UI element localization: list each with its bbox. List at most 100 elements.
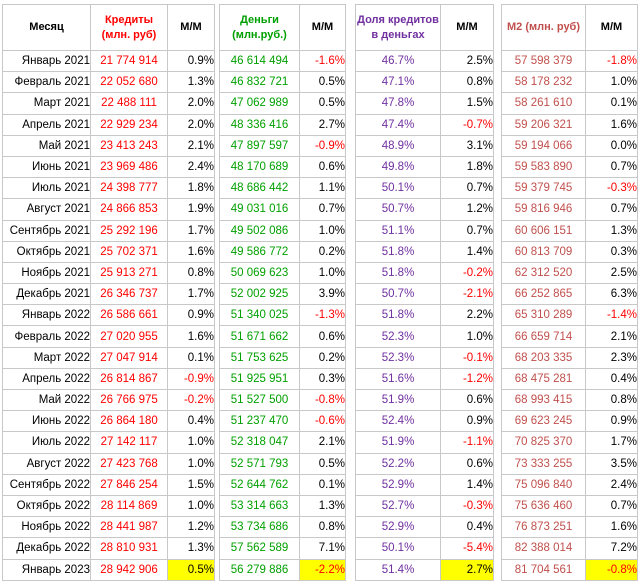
table-row: 51.1% 0.7%: [355, 219, 494, 242]
credits-mm-value: -0.2%: [167, 388, 215, 412]
table-row: 47 062 989 0.5%: [219, 92, 346, 115]
share-value: 47.8%: [355, 92, 441, 115]
m2-mm-value: -0.3%: [585, 177, 638, 200]
credits-mm-value: 0.9%: [167, 49, 215, 73]
table-row: 51 925 951 0.3%: [219, 367, 346, 391]
table-row: 69 623 245 0.9%: [501, 410, 638, 433]
credits-value: 27 020 955: [90, 325, 168, 348]
money-mm-value: 0.8%: [299, 516, 346, 539]
share-mm-value: 0.6%: [440, 452, 494, 475]
credits-mm-value: 1.7%: [167, 219, 215, 242]
table-row: Сентябрь 2022 27 846 254 1.5%: [2, 473, 215, 496]
money-value: 53 734 686: [219, 516, 300, 539]
share-mm-value: 1.8%: [440, 155, 494, 179]
credits-mm-value: 0.8%: [167, 261, 215, 285]
m2-mm-value: 1.7%: [585, 431, 638, 454]
money-value: 49 586 772: [219, 240, 300, 263]
credits-value: 26 346 737: [90, 283, 168, 306]
money-mm-value: 0.7%: [299, 198, 346, 221]
money-mm-value: 2.1%: [299, 431, 346, 454]
money-value: 51 925 951: [219, 367, 300, 391]
share-mm-value: 1.4%: [440, 240, 494, 263]
money-value: 56 279 886: [219, 558, 300, 581]
table-row: Февраль 2021 22 052 680 1.3%: [2, 71, 215, 94]
share-table: Доля кредитов в деньгах М/М 46.7% 2.5% 47.…: [355, 4, 494, 581]
share-mm-value: 0.4%: [440, 516, 494, 539]
table-row: 51 753 625 0.2%: [219, 346, 346, 369]
table-row: 53 314 663 1.3%: [219, 494, 346, 518]
table-row: 52.9% 1.4%: [355, 473, 494, 496]
month-cell: Март 2021: [2, 92, 91, 115]
share-value: 51.9%: [355, 388, 441, 412]
share-value: 52.9%: [355, 516, 441, 539]
month-cell: Июль 2022: [2, 431, 91, 454]
m2-mm-value: 0.0%: [585, 134, 638, 157]
table-row: 51 671 662 0.6%: [219, 325, 346, 348]
money-value: 48 686 442: [219, 177, 300, 200]
share-mm-value: 1.0%: [440, 325, 494, 348]
table-row: Январь 2023 28 942 906 0.5%: [2, 558, 215, 581]
money-mm-value: 1.1%: [299, 177, 346, 200]
share-value: 51.9%: [355, 431, 441, 454]
month-header: Месяц: [2, 4, 91, 51]
money-value: 47 062 989: [219, 92, 300, 115]
m2-mm-value: 3.5%: [585, 452, 638, 475]
m2-mm-value: 2.4%: [585, 473, 638, 496]
month-cell: Декабрь 2021: [2, 283, 91, 306]
credits-mm-value: 1.3%: [167, 71, 215, 94]
table-row: 52 571 793 0.5%: [219, 452, 346, 475]
money-mm-value: 0.6%: [299, 155, 346, 179]
month-cell: Октябрь 2021: [2, 240, 91, 263]
table-row: 49 586 772 0.2%: [219, 240, 346, 263]
month-cell: Июнь 2022: [2, 410, 91, 433]
table-row: 48 170 689 0.6%: [219, 155, 346, 179]
m2-value: 66 252 865: [501, 283, 586, 306]
share-value: 52.7%: [355, 494, 441, 518]
credits-mm-header: М/М: [167, 4, 215, 51]
money-mm-value: -1.3%: [299, 304, 346, 327]
credits-value: 23 413 243: [90, 134, 168, 157]
share-mm-value: 0.7%: [440, 219, 494, 242]
table-row: 68 993 415 0.8%: [501, 388, 638, 412]
share-mm-value: -0.3%: [440, 494, 494, 518]
table-row: Январь 2022 26 586 661 0.9%: [2, 304, 215, 327]
m2-mm-header: М/М: [585, 4, 638, 51]
share-value: 50.1%: [355, 537, 441, 560]
credits-value: 21 774 914: [90, 49, 168, 73]
share-mm-header: М/М: [440, 4, 494, 51]
table-row: 52.3% 1.0%: [355, 325, 494, 348]
table-row: 51.8% 1.4%: [355, 240, 494, 263]
table-row: 52.2% 0.6%: [355, 452, 494, 475]
m2-mm-value: 0.4%: [585, 367, 638, 391]
table-row: 59 816 946 0.7%: [501, 198, 638, 221]
month-cell: Июнь 2021: [2, 155, 91, 179]
share-mm-value: 0.6%: [440, 388, 494, 412]
m2-mm-value: 1.3%: [585, 219, 638, 242]
month-cell: Август 2022: [2, 452, 91, 475]
share-mm-value: -0.1%: [440, 346, 494, 369]
table-row: 68 475 281 0.4%: [501, 367, 638, 391]
m2-value: 73 333 255: [501, 452, 586, 475]
money-mm-value: -1.6%: [299, 49, 346, 73]
table-row: 50.1% 0.7%: [355, 177, 494, 200]
share-value: 51.8%: [355, 304, 441, 327]
credits-mm-value: 1.2%: [167, 516, 215, 539]
share-mm-value: -1.1%: [440, 431, 494, 454]
m2-value: 57 598 379: [501, 49, 586, 73]
table-row: Октябрь 2021 25 702 371 1.6%: [2, 240, 215, 263]
table-row: 49.8% 1.8%: [355, 155, 494, 179]
money-mm-value: 3.9%: [299, 283, 346, 306]
month-cell: Январь 2022: [2, 304, 91, 327]
money-mm-value: 0.5%: [299, 92, 346, 115]
m2-value: 59 194 066: [501, 134, 586, 157]
money-mm-value: 0.3%: [299, 367, 346, 391]
m2-value: 59 379 745: [501, 177, 586, 200]
table-row: 46 614 494 -1.6%: [219, 49, 346, 73]
share-value: 49.8%: [355, 155, 441, 179]
month-cell: Сентябрь 2021: [2, 219, 91, 242]
table-row: 60 813 709 0.3%: [501, 240, 638, 263]
money-value: 57 562 589: [219, 537, 300, 560]
credits-mm-value: 1.6%: [167, 325, 215, 348]
table-row: 82 388 014 7.2%: [501, 537, 638, 560]
table-row: 47.8% 1.5%: [355, 92, 494, 115]
